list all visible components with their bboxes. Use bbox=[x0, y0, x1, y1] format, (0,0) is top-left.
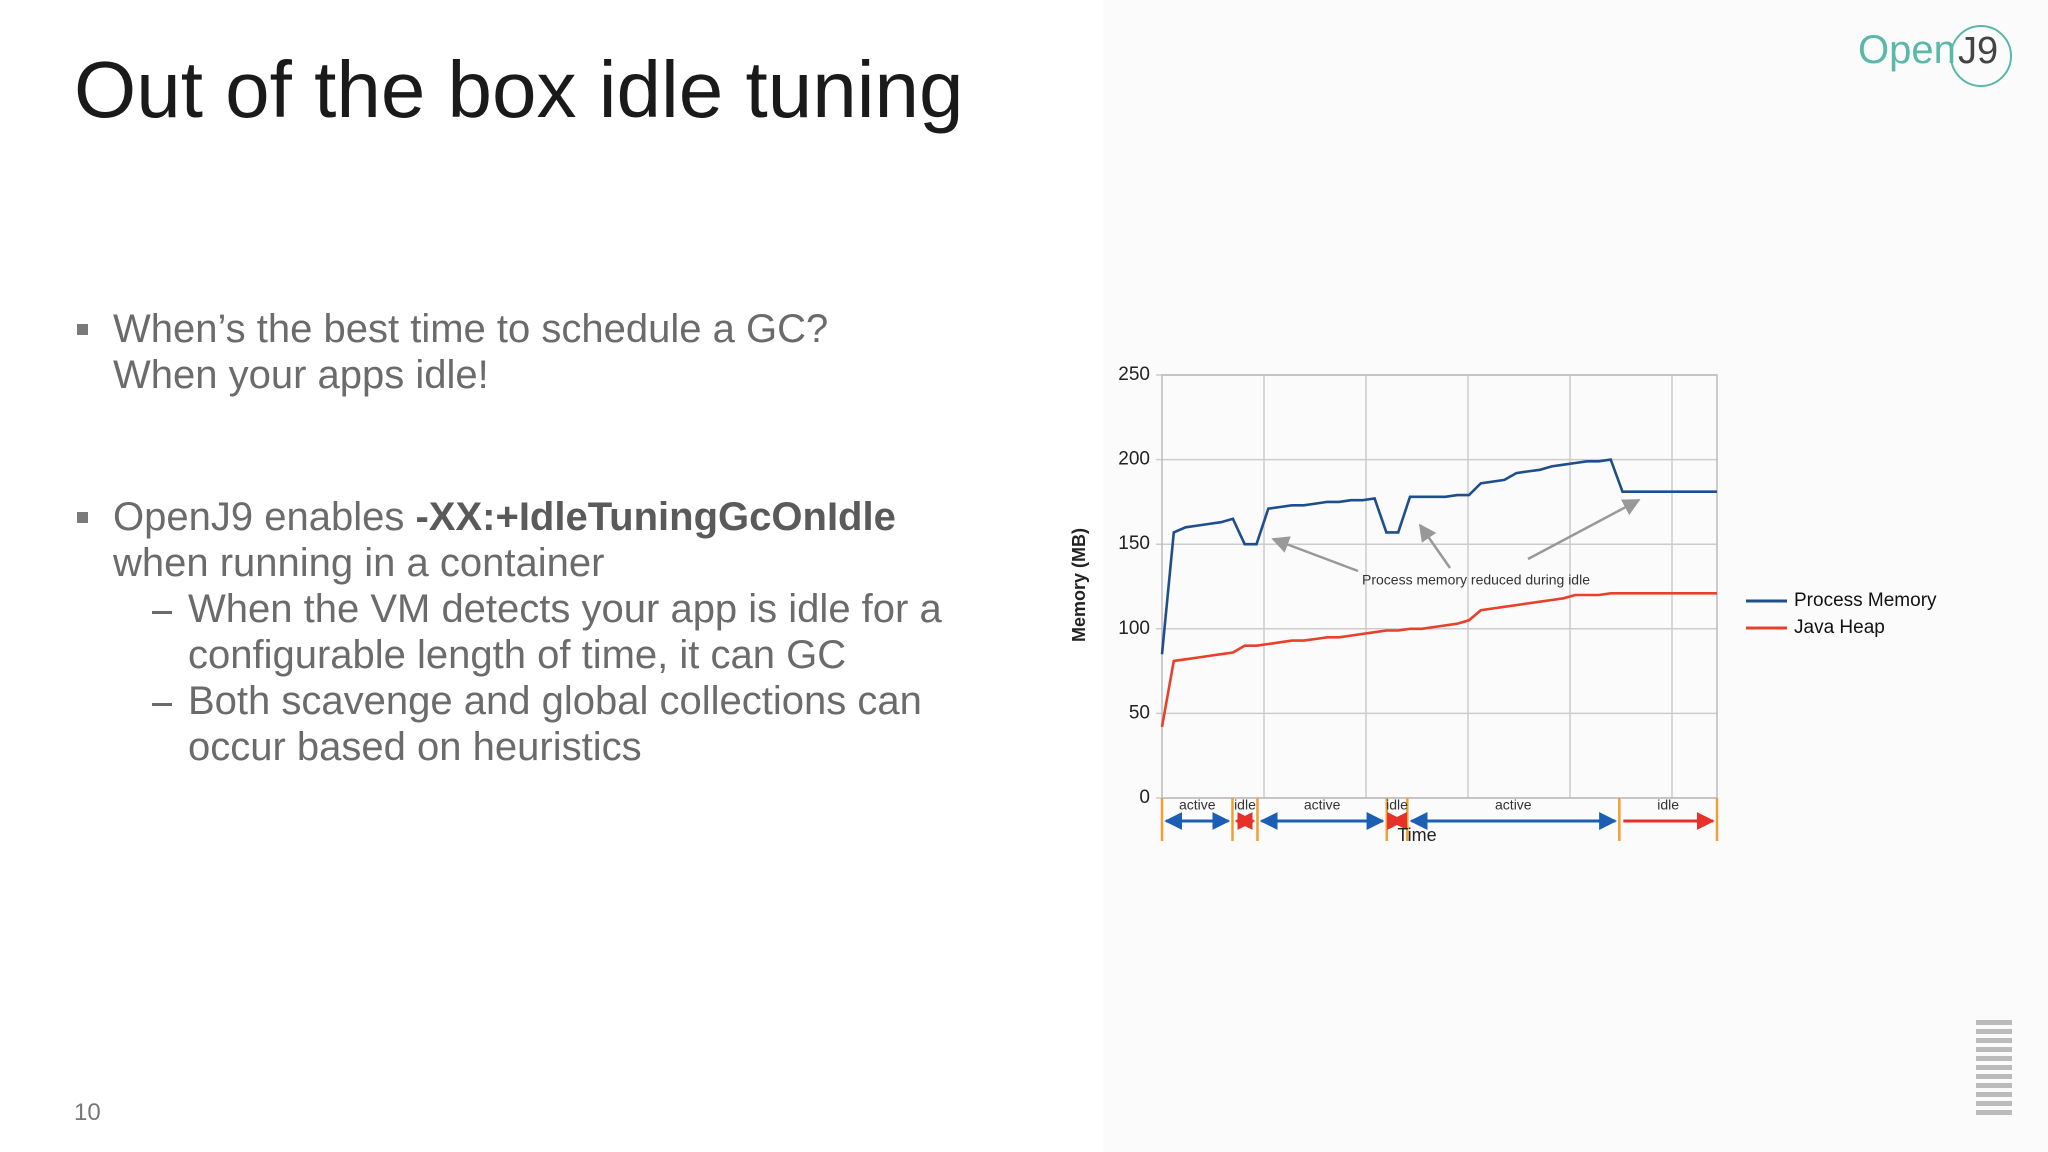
bullet-line: when running in a container bbox=[113, 541, 605, 585]
logo-circle bbox=[1950, 25, 2012, 87]
x-axis-label: Time bbox=[1397, 825, 1436, 845]
bullet-text: OpenJ9 enables bbox=[113, 495, 416, 539]
annotation: Process memory reduced during idle bbox=[1362, 572, 1590, 588]
series-line bbox=[1160, 592, 1717, 728]
logo-text: Open bbox=[1858, 28, 1956, 72]
y-tick-label: 0 bbox=[1139, 787, 1150, 808]
sub-marker bbox=[152, 611, 172, 614]
bullet-line: OpenJ9 enables -XX:+IdleTuningGcOnIdle bbox=[113, 494, 1013, 540]
series-line bbox=[1160, 458, 1717, 655]
annotation-arrow bbox=[1527, 498, 1641, 561]
bullet-line: When’s the best time to schedule a GC? bbox=[113, 307, 829, 351]
phase-label: idle bbox=[1657, 797, 1679, 813]
y-tick-label: 50 bbox=[1129, 702, 1150, 723]
bullet-marker bbox=[77, 324, 88, 335]
y-tick-label: 200 bbox=[1118, 449, 1150, 470]
y-tick-label: 100 bbox=[1118, 618, 1150, 639]
legend-label: Java Heap bbox=[1794, 617, 1885, 638]
annotation-arrow bbox=[1271, 536, 1359, 573]
sub-bullet: When the VM detects your app is idle for… bbox=[188, 587, 942, 677]
bullet-marker bbox=[77, 512, 88, 523]
bullet-line: When your apps idle! bbox=[113, 353, 489, 397]
ibm-logo bbox=[1976, 1020, 2012, 1116]
sub-marker bbox=[152, 703, 172, 706]
plot-border bbox=[1161, 374, 1718, 799]
annotation-arrow bbox=[1418, 523, 1452, 569]
page-number: 10 bbox=[74, 1099, 101, 1126]
legend-label: Process Memory bbox=[1794, 590, 1937, 611]
y-axis-label: Memory (MB) bbox=[1069, 528, 1089, 642]
panel-bg bbox=[1103, 0, 2048, 1152]
bullet: OpenJ9 enables -XX:+IdleTuningGcOnIdle w… bbox=[113, 494, 1013, 586]
phase-label: active bbox=[1304, 797, 1341, 813]
phase-label: active bbox=[1495, 797, 1532, 813]
bullet: When’s the best time to schedule a GC? W… bbox=[113, 306, 828, 398]
phase-label: idle bbox=[1234, 797, 1256, 813]
bullet-code: -XX:+IdleTuningGcOnIdle bbox=[415, 495, 896, 539]
y-tick-label: 150 bbox=[1118, 533, 1150, 554]
logo-badge: J9 bbox=[1958, 30, 1999, 72]
slide-title: Out of the box idle tuning bbox=[74, 45, 964, 134]
y-tick-label: 250 bbox=[1118, 364, 1150, 385]
sub-bullet: Both scavenge and global collections can… bbox=[188, 679, 922, 769]
phase-label: active bbox=[1179, 797, 1216, 813]
phase-label: idle bbox=[1386, 797, 1408, 813]
